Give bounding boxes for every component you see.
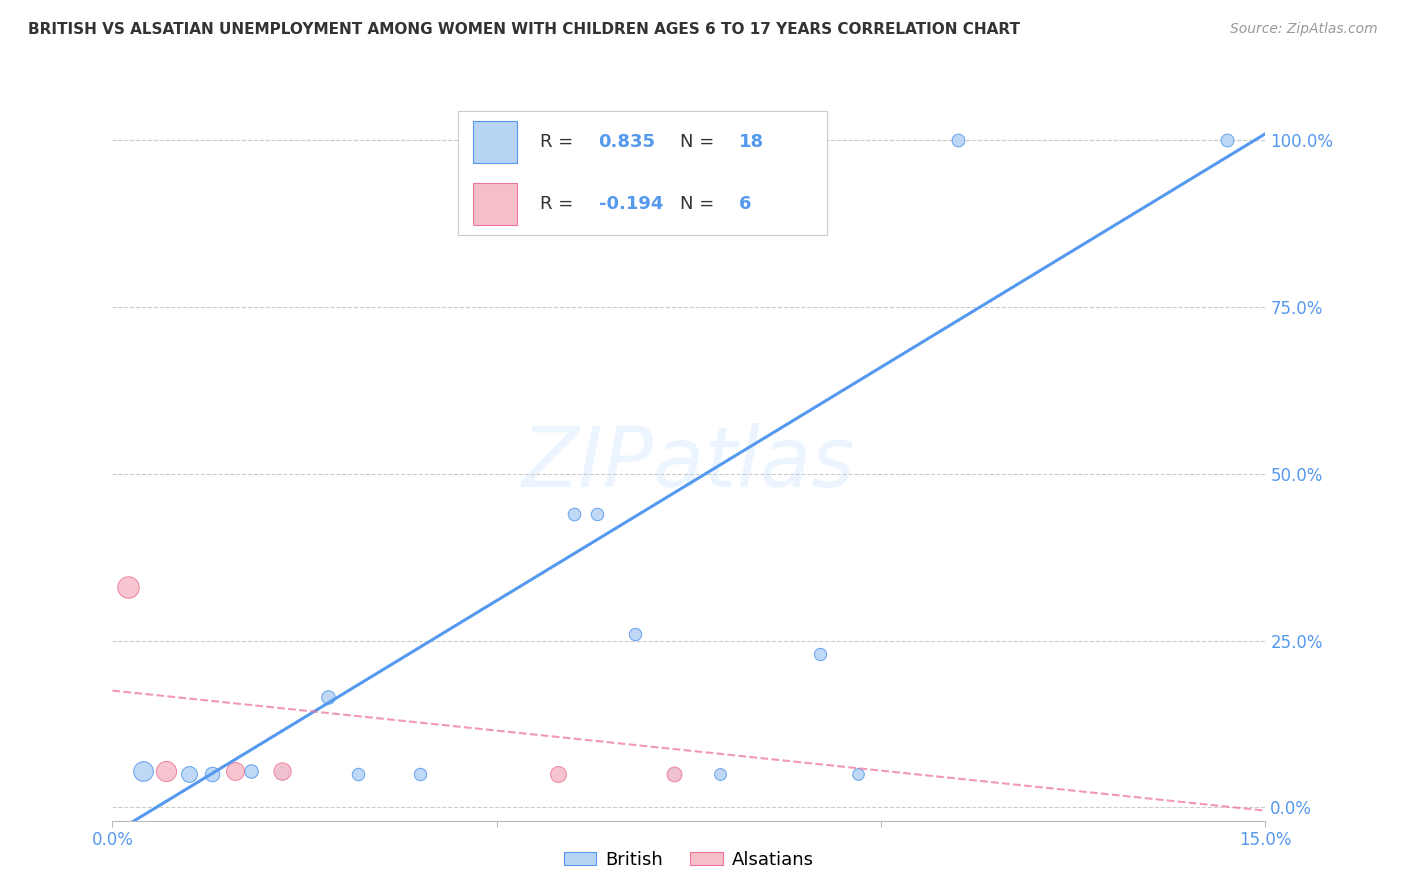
Point bbox=[239, 764, 262, 778]
Text: Source: ZipAtlas.com: Source: ZipAtlas.com bbox=[1230, 22, 1378, 37]
Point bbox=[409, 767, 432, 781]
Point bbox=[662, 767, 685, 781]
Text: ZIPatlas: ZIPatlas bbox=[522, 424, 856, 504]
Point bbox=[662, 767, 685, 781]
Legend: British, Alsatians: British, Alsatians bbox=[557, 844, 821, 876]
Point bbox=[270, 765, 292, 780]
Point bbox=[846, 767, 869, 781]
Point bbox=[155, 764, 177, 778]
Point bbox=[562, 507, 585, 521]
Point bbox=[624, 627, 647, 641]
Point bbox=[224, 764, 246, 778]
Point bbox=[1216, 133, 1239, 147]
Point bbox=[709, 767, 731, 781]
Point bbox=[201, 767, 224, 781]
Point bbox=[524, 213, 547, 227]
Point bbox=[585, 507, 607, 521]
Point bbox=[547, 767, 569, 781]
Point bbox=[946, 133, 969, 147]
Point bbox=[117, 580, 139, 594]
Point bbox=[270, 764, 292, 778]
Point bbox=[316, 690, 339, 705]
Point bbox=[132, 764, 155, 778]
Text: BRITISH VS ALSATIAN UNEMPLOYMENT AMONG WOMEN WITH CHILDREN AGES 6 TO 17 YEARS CO: BRITISH VS ALSATIAN UNEMPLOYMENT AMONG W… bbox=[28, 22, 1021, 37]
Point bbox=[808, 647, 831, 661]
Point bbox=[179, 767, 201, 781]
Point bbox=[347, 767, 370, 781]
